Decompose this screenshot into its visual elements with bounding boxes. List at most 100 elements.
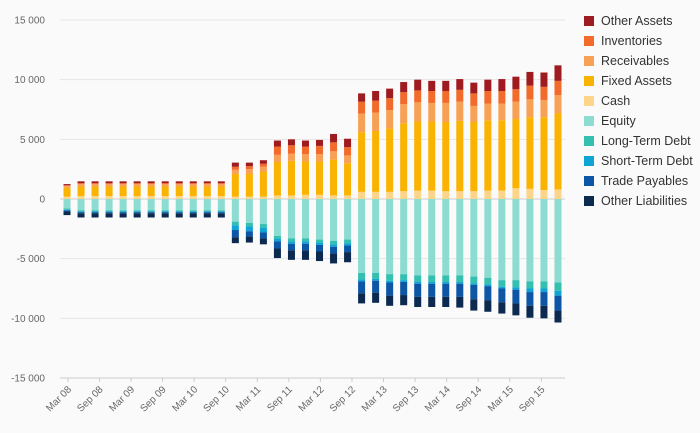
legend-swatch	[584, 116, 594, 126]
bar-segment	[344, 155, 352, 164]
bar-segment	[91, 199, 99, 211]
bar-segment	[105, 199, 113, 211]
bar-segment	[526, 99, 534, 118]
bar-segment	[372, 280, 380, 293]
bar-segment	[217, 213, 225, 218]
y-gridlines	[60, 19, 565, 379]
bar-segment	[119, 210, 127, 212]
bar-segment	[77, 213, 85, 218]
bar-segment	[245, 226, 253, 232]
bar-segment	[217, 211, 225, 213]
y-axis-ticks: -15 000 -10 000 -5 000 0 5 000 10 000 15 000	[11, 16, 45, 385]
bar-segment	[540, 190, 548, 199]
bar-segment	[133, 211, 141, 213]
bar-segment	[175, 181, 183, 184]
bar-segment	[77, 212, 85, 214]
bar-segment	[203, 186, 211, 197]
bar-segment	[442, 122, 450, 192]
bar-segment	[63, 208, 71, 210]
bar-segment	[442, 102, 450, 123]
bar-segment	[498, 288, 506, 303]
bar-segment	[512, 76, 520, 90]
bar-segment	[512, 89, 520, 102]
bar-segment	[175, 210, 183, 212]
legend-label: Other Assets	[601, 14, 673, 28]
bar-segment	[77, 196, 85, 199]
bar-segment	[175, 184, 183, 187]
bar-segment	[147, 199, 155, 211]
bar-segment	[484, 284, 492, 287]
bar-segment	[470, 299, 478, 311]
bar-segment	[442, 281, 450, 284]
bar-segment	[189, 196, 197, 199]
x-tick-label: Sep 13	[391, 384, 421, 414]
bar-segment	[484, 300, 492, 312]
bar-segment	[273, 146, 281, 155]
bar-segment	[189, 184, 197, 187]
bar-segment	[203, 196, 211, 199]
bar-segment	[484, 91, 492, 104]
bar-segment	[119, 186, 127, 197]
bar-segment	[63, 209, 71, 211]
bar-segment	[119, 211, 127, 213]
bar-segment	[330, 151, 338, 160]
bar-segment	[63, 199, 71, 209]
bar-segment	[259, 163, 267, 167]
bar-segment	[161, 196, 169, 199]
bar-segment	[484, 286, 492, 301]
bar-segment	[133, 183, 141, 185]
bar-segment	[512, 101, 520, 120]
stacked-bars	[63, 65, 562, 323]
bar-segment	[330, 159, 338, 196]
bar-segment	[161, 183, 169, 185]
y-tick-label: 5 000	[20, 135, 45, 146]
bar-segment	[414, 102, 422, 122]
bar-segment	[91, 184, 99, 187]
bar-segment	[456, 89, 464, 102]
bar-segment	[245, 199, 253, 223]
bar-segment	[484, 120, 492, 191]
bar-segment	[498, 199, 506, 281]
bar-segment	[147, 181, 155, 184]
bar-segment	[203, 211, 211, 213]
bar-segment	[203, 210, 211, 212]
bar-segment	[484, 199, 492, 278]
bar-segment	[470, 199, 478, 277]
bar-segment	[287, 160, 295, 196]
bar-segment	[386, 98, 394, 111]
bar-segment	[554, 199, 562, 283]
bar-segment	[386, 295, 394, 306]
bar-segment	[330, 199, 338, 241]
bar-segment	[245, 222, 253, 227]
bar-segment	[414, 281, 422, 284]
bar-segment	[175, 213, 183, 218]
bar-segment	[77, 199, 85, 211]
x-tick-label: Sep 08	[75, 384, 105, 414]
legend-label: Inventories	[601, 34, 662, 48]
bar-segment	[245, 236, 253, 243]
bar-segment	[554, 310, 562, 323]
legend-swatch	[584, 16, 594, 26]
bar-segment	[273, 199, 281, 236]
bar-segment	[133, 210, 141, 212]
bar-segment	[414, 190, 422, 199]
bar-segment	[372, 100, 380, 113]
bar-segment	[245, 162, 253, 167]
bar-segment	[91, 213, 99, 218]
bar-segment	[540, 72, 548, 87]
bar-segment	[91, 183, 99, 185]
bar-segment	[105, 212, 113, 214]
bar-segment	[133, 212, 141, 214]
bar-segment	[245, 231, 253, 237]
bar-segment	[259, 166, 267, 172]
bar-segment	[344, 243, 352, 246]
bar-segment	[456, 281, 464, 284]
bar-segment	[259, 238, 267, 245]
bar-segment	[105, 196, 113, 199]
bar-segment	[470, 93, 478, 106]
bar-segment	[273, 248, 281, 259]
bar-segment	[231, 230, 239, 238]
bar-segment	[470, 105, 478, 123]
bar-segment	[133, 199, 141, 211]
bar-segment	[231, 162, 239, 167]
